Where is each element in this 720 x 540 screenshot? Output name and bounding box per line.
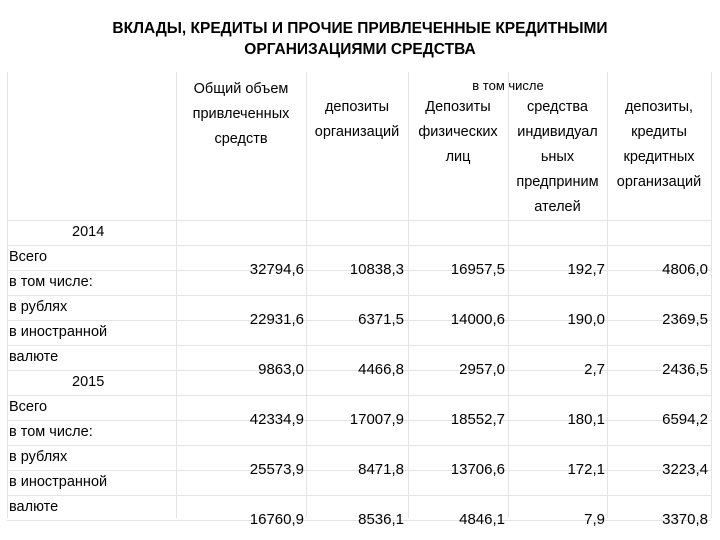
- value-cell: 180,1: [567, 411, 605, 428]
- value-cell: 42334,9: [249, 411, 304, 428]
- grid-line-horizontal: [7, 420, 711, 421]
- row-label: в рублях: [9, 299, 68, 315]
- value-cell: 6594,2: [662, 411, 708, 428]
- header-individual-deposits: физических: [418, 124, 498, 140]
- grid-line-horizontal: [7, 245, 711, 246]
- header-credit-org-deposits: депозиты,: [624, 99, 694, 115]
- title-line-1: ВКЛАДЫ, КРЕДИТЫ И ПРОЧИЕ ПРИВЛЕЧЕННЫЕ КР…: [112, 20, 608, 37]
- row-label: валюте: [9, 499, 59, 515]
- grid-line-horizontal: [7, 470, 711, 471]
- header-credit-org-deposits: организаций: [616, 174, 702, 190]
- value-cell: 8536,1: [358, 511, 404, 528]
- header-including: в том числе: [472, 78, 544, 93]
- value-cell: 190,0: [567, 311, 605, 328]
- header-entrepreneur-funds: ателей: [534, 199, 581, 215]
- row-label: валюте: [9, 349, 59, 365]
- value-cell: 3223,4: [662, 461, 708, 478]
- header-credit-org-deposits: кредитных: [623, 149, 695, 165]
- value-cell: 2957,0: [459, 361, 505, 378]
- row-label: в том числе:: [9, 424, 93, 440]
- header-individual-deposits: Депозиты: [425, 99, 491, 115]
- value-cell: 16760,9: [249, 511, 304, 528]
- header-entrepreneur-funds: предприним: [516, 174, 599, 190]
- header-entrepreneur-funds: ьных: [540, 149, 575, 165]
- grid-line-horizontal: [7, 495, 711, 496]
- header-total-volume: средств: [214, 131, 268, 147]
- row-label: в рублях: [9, 449, 68, 465]
- grid-line-horizontal: [7, 520, 711, 521]
- value-cell: 2,7: [584, 361, 605, 378]
- grid-line-horizontal: [7, 345, 711, 346]
- value-cell: 9863,0: [258, 361, 304, 378]
- row-label: Всего: [9, 249, 48, 265]
- value-cell: 7,9: [584, 511, 605, 528]
- page-title: ВКЛАДЫ, КРЕДИТЫ И ПРОЧИЕ ПРИВЛЕЧЕННЫЕ КР…: [0, 18, 720, 60]
- value-cell: 2369,5: [662, 311, 708, 328]
- grid-line-horizontal: [7, 270, 711, 271]
- row-label: в том числе:: [9, 274, 93, 290]
- value-cell: 14000,6: [450, 311, 505, 328]
- value-cell: 4466,8: [358, 361, 404, 378]
- grid-line-horizontal: [7, 320, 711, 321]
- year-label: 2014: [72, 224, 105, 240]
- header-total-volume: привлеченных: [192, 106, 290, 122]
- grid-line-horizontal: [7, 220, 711, 221]
- row-label: в иностранной: [9, 324, 108, 340]
- value-cell: 4806,0: [662, 261, 708, 278]
- header-credit-org-deposits: кредиты: [631, 124, 687, 140]
- value-cell: 192,7: [567, 261, 605, 278]
- header-entrepreneur-funds: индивидуал: [517, 124, 598, 140]
- value-cell: 6371,5: [358, 311, 404, 328]
- value-cell: 22931,6: [249, 311, 304, 328]
- grid-line-horizontal: [7, 445, 711, 446]
- header-org-deposits: организаций: [314, 124, 400, 140]
- grid-line-horizontal: [7, 395, 711, 396]
- value-cell: 8471,8: [358, 461, 404, 478]
- value-cell: 16957,5: [450, 261, 505, 278]
- grid-line-horizontal: [7, 370, 711, 371]
- value-cell: 13706,6: [450, 461, 505, 478]
- grid-line-horizontal: [7, 295, 711, 296]
- row-label: Всего: [9, 399, 48, 415]
- header-entrepreneur-funds: средства: [526, 99, 589, 115]
- year-label: 2015: [72, 374, 105, 390]
- grid-line-right: [711, 72, 712, 518]
- value-cell: 25573,9: [249, 461, 304, 478]
- value-cell: 32794,6: [249, 261, 304, 278]
- header-total-volume: Общий объем: [193, 81, 289, 97]
- value-cell: 3370,8: [662, 511, 708, 528]
- header-individual-deposits: лиц: [445, 149, 471, 165]
- header-org-deposits: депозиты: [324, 99, 390, 115]
- value-cell: 172,1: [567, 461, 605, 478]
- value-cell: 2436,5: [662, 361, 708, 378]
- row-label: в иностранной: [9, 474, 108, 490]
- value-cell: 10838,3: [349, 261, 404, 278]
- value-cell: 17007,9: [349, 411, 404, 428]
- value-cell: 18552,7: [450, 411, 505, 428]
- title-line-2: ОРГАНИЗАЦИЯМИ СРЕДСТВА: [244, 41, 476, 58]
- value-cell: 4846,1: [459, 511, 505, 528]
